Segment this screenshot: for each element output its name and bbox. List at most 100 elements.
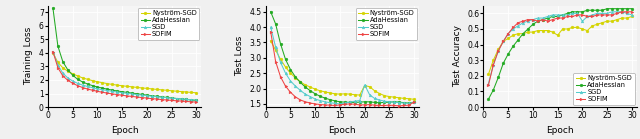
Nyström-SGD: [316, 90, 324, 92]
SGD: [618, 11, 626, 13]
SGD: [524, 20, 532, 22]
Nyström-SGD: [584, 30, 591, 31]
Nyström-SGD: [351, 94, 358, 96]
Nyström-SGD: [534, 30, 541, 31]
SOFIM: [564, 16, 572, 17]
Nyström-SGD: [173, 90, 180, 92]
SGD: [341, 102, 349, 104]
Nyström-SGD: [69, 73, 77, 75]
AdaHessian: [296, 82, 304, 83]
Nyström-SGD: [549, 31, 557, 33]
Nyström-SGD: [89, 80, 97, 81]
SOFIM: [93, 90, 101, 92]
SOFIM: [405, 104, 413, 106]
SOFIM: [79, 87, 86, 88]
SOFIM: [59, 75, 67, 77]
SOFIM: [396, 105, 403, 107]
Line: SOFIM: SOFIM: [487, 10, 633, 87]
SGD: [579, 20, 586, 22]
SOFIM: [584, 16, 591, 17]
SOFIM: [128, 96, 136, 97]
SGD: [410, 102, 418, 103]
Line: Nyström-SGD: Nyström-SGD: [52, 52, 198, 94]
AdaHessian: [584, 9, 591, 11]
SGD: [608, 11, 616, 13]
SGD: [604, 13, 611, 14]
AdaHessian: [158, 96, 166, 98]
AdaHessian: [133, 93, 141, 95]
SGD: [499, 41, 507, 42]
SGD: [613, 11, 621, 13]
SGD: [549, 14, 557, 16]
Nyström-SGD: [341, 93, 349, 95]
SOFIM: [623, 11, 631, 13]
SOFIM: [336, 104, 344, 106]
SOFIM: [153, 98, 161, 100]
SOFIM: [579, 14, 586, 16]
AdaHessian: [59, 61, 67, 63]
AdaHessian: [371, 102, 378, 103]
SGD: [54, 64, 61, 66]
Nyström-SGD: [336, 93, 344, 95]
AdaHessian: [608, 8, 616, 9]
SGD: [484, 83, 492, 85]
SGD: [296, 90, 304, 91]
SGD: [331, 102, 339, 104]
AdaHessian: [381, 102, 388, 103]
SOFIM: [148, 98, 156, 100]
SOFIM: [321, 104, 329, 106]
SGD: [405, 102, 413, 104]
Nyström-SGD: [276, 59, 284, 60]
Nyström-SGD: [168, 90, 175, 92]
AdaHessian: [504, 53, 512, 55]
SOFIM: [519, 20, 527, 22]
AdaHessian: [628, 8, 636, 9]
Nyström-SGD: [178, 91, 186, 92]
SGD: [628, 14, 636, 16]
SGD: [168, 97, 175, 99]
Nyström-SGD: [396, 97, 403, 99]
Nyström-SGD: [628, 16, 636, 17]
Nyström-SGD: [554, 34, 561, 36]
AdaHessian: [519, 33, 527, 34]
SOFIM: [113, 94, 121, 95]
SOFIM: [276, 76, 284, 78]
Nyström-SGD: [188, 92, 195, 93]
Nyström-SGD: [104, 83, 111, 85]
AdaHessian: [316, 95, 324, 97]
SOFIM: [549, 19, 557, 20]
AdaHessian: [128, 92, 136, 94]
SGD: [182, 99, 190, 100]
SGD: [623, 13, 631, 14]
Nyström-SGD: [153, 89, 161, 90]
SOFIM: [544, 20, 552, 22]
SOFIM: [604, 14, 611, 16]
SGD: [59, 72, 67, 74]
AdaHessian: [64, 69, 72, 71]
SGD: [519, 22, 527, 24]
SOFIM: [573, 14, 581, 16]
SOFIM: [287, 91, 294, 93]
Nyström-SGD: [311, 88, 319, 90]
AdaHessian: [569, 11, 577, 13]
SOFIM: [307, 102, 314, 104]
Nyström-SGD: [54, 62, 61, 63]
SGD: [69, 80, 77, 82]
Nyström-SGD: [588, 25, 596, 27]
SGD: [282, 72, 289, 74]
AdaHessian: [54, 45, 61, 47]
SOFIM: [515, 22, 522, 24]
Nyström-SGD: [128, 86, 136, 88]
SOFIM: [484, 84, 492, 86]
AdaHessian: [554, 16, 561, 17]
Nyström-SGD: [618, 17, 626, 19]
SGD: [336, 103, 344, 105]
AdaHessian: [346, 102, 354, 103]
Nyström-SGD: [495, 48, 502, 50]
SGD: [346, 101, 354, 103]
X-axis label: Epoch: Epoch: [547, 126, 574, 135]
SOFIM: [99, 91, 106, 93]
SGD: [544, 16, 552, 17]
AdaHessian: [593, 9, 601, 11]
SOFIM: [410, 101, 418, 103]
